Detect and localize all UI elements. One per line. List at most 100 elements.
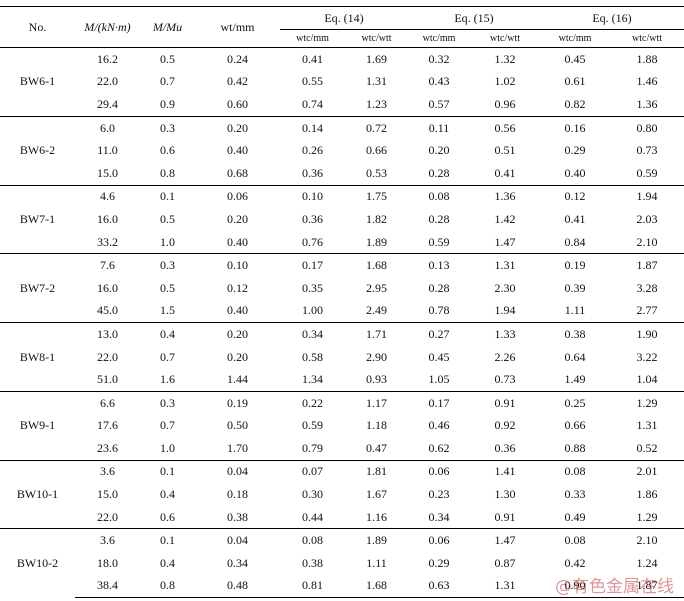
value-cell: 0.96 bbox=[494, 96, 516, 111]
watermark: @有色金属在线 bbox=[555, 577, 674, 597]
value-cell: 1.23 bbox=[366, 96, 387, 111]
value-cell: 0.12 bbox=[540, 184, 610, 209]
value-cell: 0.39 bbox=[564, 280, 586, 295]
value-cell: 0.7 bbox=[160, 74, 175, 89]
table-row: BW6-2 6.0 0.3 0.20 0.14 0.72 0.11 0.56 0.16 0.80 bbox=[0, 115, 684, 186]
value-cell: 0.19 bbox=[540, 253, 610, 277]
value-cell: 1.41 bbox=[470, 459, 540, 484]
subheader-row: wtc/mm wtc/wtt wtc/mm wtc/wtt wtc/mm wtc/wtt bbox=[0, 29, 684, 48]
value-cell: 0.10 bbox=[280, 184, 345, 209]
value-cell: 0.53 bbox=[366, 165, 387, 180]
header-row: No. M/(kN·m) M/Mu wt/mm Eq. (14) Eq. (15)… bbox=[0, 6, 684, 48]
table-row: 18.0 0.4 0.34 0.38 1.11 0.29 0.87 0.42 1.24 bbox=[0, 552, 684, 575]
value-cell: 0.14 bbox=[280, 115, 345, 140]
value-cell: 1.33 bbox=[470, 322, 540, 346]
value-cell: 0.23 bbox=[428, 487, 450, 502]
value-cell: 1.68 bbox=[345, 574, 408, 599]
value-cell: 1.69 bbox=[345, 46, 408, 71]
value-cell: 0.36 bbox=[302, 165, 323, 180]
value-cell: 0.34 bbox=[428, 509, 450, 524]
value-cell: 0.29 bbox=[428, 555, 450, 570]
table-header: No. M/(kN·m) M/Mu wt/mm Eq. (14) Eq. (15)… bbox=[0, 6, 684, 48]
value-cell: 0.40 bbox=[227, 234, 248, 249]
value-cell: 0.17 bbox=[280, 253, 345, 277]
table-row: BW10-2 3.6 0.1 0.04 0.08 1.89 0.06 1.47 0.08 2.10 bbox=[0, 528, 684, 598]
value-cell: 0.59 bbox=[302, 418, 323, 433]
value-cell: 0.08 bbox=[408, 184, 470, 209]
value-cell: 0.42 bbox=[227, 74, 248, 89]
value-cell: 1.82 bbox=[366, 211, 387, 226]
table-row: BW7-2 7.6 0.3 0.10 0.17 1.68 0.13 1.31 0.19 1.87 bbox=[0, 253, 684, 323]
value-cell: 0.6 bbox=[160, 509, 175, 524]
value-cell: 1.90 bbox=[610, 322, 684, 346]
value-cell: 1.68 bbox=[345, 253, 408, 277]
value-cell: 0.41 bbox=[564, 211, 586, 226]
value-cell: 0.13 bbox=[408, 253, 470, 277]
value-cell: 0.17 bbox=[408, 390, 470, 415]
value-cell: 38.4 bbox=[75, 574, 140, 599]
table-row: 16.0 0.5 0.12 0.35 2.95 0.28 2.30 0.39 3.28 bbox=[0, 277, 684, 300]
value-cell: 0.51 bbox=[494, 143, 516, 158]
subheader-cell: wtc/wtt bbox=[610, 29, 684, 48]
header-cell: M/Mu bbox=[140, 6, 195, 48]
value-cell: 16.2 bbox=[75, 46, 140, 71]
header-cell: No. bbox=[0, 6, 75, 48]
value-cell: 0.04 bbox=[195, 528, 280, 553]
value-cell: 1.47 bbox=[494, 234, 516, 249]
table-row: 38.4 0.8 0.48 0.81 1.68 0.63 1.31 0.90 1.87 bbox=[0, 574, 684, 599]
specimen-cell: BW10-1 bbox=[0, 459, 75, 529]
value-cell: 0.45 bbox=[428, 349, 450, 364]
value-cell: 0.35 bbox=[302, 280, 323, 295]
value-cell: 16.0 bbox=[97, 211, 118, 226]
value-cell: 17.6 bbox=[97, 418, 118, 433]
value-cell: 22.0 bbox=[97, 74, 118, 89]
value-cell: 0.8 bbox=[160, 165, 175, 180]
value-cell: 0.7 bbox=[160, 418, 175, 433]
value-cell: 0.34 bbox=[280, 322, 345, 346]
value-cell: 0.87 bbox=[494, 555, 516, 570]
data-table: No. M/(kN·m) M/Mu wt/mm Eq. (14) Eq. (15)… bbox=[0, 6, 684, 599]
value-cell: 0.5 bbox=[160, 280, 175, 295]
value-cell: 1.49 bbox=[564, 372, 586, 387]
value-cell: 0.20 bbox=[195, 115, 280, 140]
value-cell: 0.91 bbox=[494, 509, 516, 524]
value-cell: 1.18 bbox=[366, 418, 387, 433]
value-cell: 0.4 bbox=[160, 487, 175, 502]
value-cell: 0.76 bbox=[302, 234, 323, 249]
value-cell: 0.88 bbox=[564, 440, 586, 455]
value-cell: 0.57 bbox=[428, 96, 450, 111]
value-cell: 0.9 bbox=[160, 96, 175, 111]
value-cell: 0.22 bbox=[280, 390, 345, 415]
value-cell: 0.11 bbox=[408, 115, 470, 140]
value-cell: 0.34 bbox=[227, 555, 248, 570]
table-row: BW7-1 4.6 0.1 0.06 0.10 1.75 0.08 1.36 0.12 1.94 bbox=[0, 184, 684, 254]
value-cell: 0.64 bbox=[564, 349, 586, 364]
value-cell: 0.38 bbox=[302, 555, 323, 570]
subheader-cell: wtc/wtt bbox=[470, 29, 540, 48]
value-cell: 0.92 bbox=[494, 418, 516, 433]
value-cell: 1.32 bbox=[470, 46, 540, 71]
value-cell: 1.0 bbox=[160, 234, 175, 249]
value-cell: 0.66 bbox=[366, 143, 387, 158]
value-cell: 1.24 bbox=[636, 555, 658, 570]
value-cell: 0.45 bbox=[540, 46, 610, 71]
value-cell: 0.40 bbox=[227, 303, 248, 318]
value-cell: 1.42 bbox=[494, 211, 516, 226]
value-cell: 0.06 bbox=[408, 459, 470, 484]
value-cell: 0.6 bbox=[160, 143, 175, 158]
value-cell: 0.5 bbox=[160, 211, 175, 226]
value-cell: 0.08 bbox=[280, 528, 345, 553]
value-cell: 0.73 bbox=[494, 372, 516, 387]
value-cell: 2.10 bbox=[610, 528, 684, 553]
value-cell: 0.12 bbox=[227, 280, 248, 295]
value-cell: 1.17 bbox=[345, 390, 408, 415]
value-cell: 4.6 bbox=[75, 184, 140, 209]
value-cell: 1.02 bbox=[494, 74, 516, 89]
table-row: BW8-1 13.0 0.4 0.20 0.34 1.71 0.27 1.33 0.38 1.90 bbox=[0, 322, 684, 392]
value-cell: 1.04 bbox=[636, 372, 658, 387]
value-cell: 0.43 bbox=[428, 74, 450, 89]
value-cell: 0.3 bbox=[140, 115, 195, 140]
value-cell: 1.67 bbox=[366, 487, 387, 502]
value-cell: 3.22 bbox=[636, 349, 658, 364]
value-cell: 1.88 bbox=[610, 46, 684, 71]
